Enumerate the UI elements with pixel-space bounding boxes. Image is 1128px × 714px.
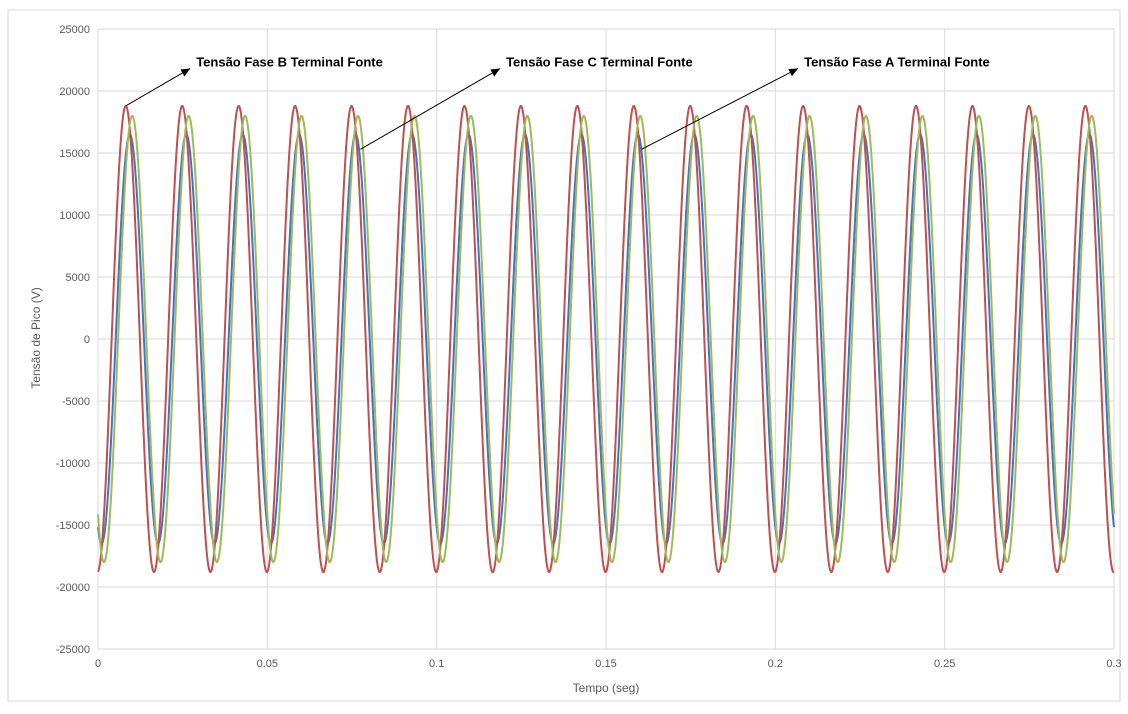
- series-group: [97, 104, 1115, 574]
- annotation-arrowhead: [490, 68, 501, 77]
- y-tick-label: -20000: [56, 582, 90, 594]
- y-tick-label: 5000: [66, 272, 90, 284]
- y-tick-label: -15000: [56, 520, 90, 532]
- x-tick-label: 0.05: [257, 658, 278, 670]
- annotation-label: Tensão Fase A Terminal Fonte: [804, 54, 990, 69]
- x-axis-title: Tempo (seg): [573, 681, 640, 695]
- y-tick-label: 15000: [59, 148, 90, 160]
- annotation-label: Tensão Fase C Terminal Fonte: [506, 54, 693, 69]
- annotation-arrowhead: [788, 68, 799, 77]
- y-tick-label: 25000: [59, 24, 90, 36]
- annotation-arrow-line: [360, 68, 501, 150]
- annotations: Tensão Fase B Terminal Fonte Tensão Fase …: [125, 54, 990, 150]
- y-tick-label: -25000: [56, 644, 90, 656]
- x-tick-label: 0: [95, 658, 101, 670]
- x-tick-label: 0.15: [595, 658, 616, 670]
- series-line-fase_b: [97, 104, 1115, 574]
- y-tick-label: 0: [84, 334, 90, 346]
- tick-labels: 25000 20000 15000 10000 5000 0 -5000 -10000 -150…: [56, 24, 1122, 670]
- series-line-fase_c: [97, 114, 1115, 564]
- x-tick-label: 0.25: [934, 658, 955, 670]
- y-axis-title: Tensão de Pico (V): [29, 287, 43, 388]
- y-tick-label: -5000: [62, 396, 90, 408]
- y-tick-label: 20000: [59, 86, 90, 98]
- y-tick-label: -10000: [56, 458, 90, 470]
- annotation-arrowhead: [180, 68, 191, 77]
- annotation-label: Tensão Fase B Terminal Fonte: [196, 54, 383, 69]
- x-tick-label: 0.1: [429, 658, 444, 670]
- x-tick-label: 0.3: [1106, 658, 1121, 670]
- annotation-arrow-line: [125, 68, 191, 107]
- y-tick-label: 10000: [59, 210, 90, 222]
- x-tick-label: 0.2: [768, 658, 783, 670]
- annotation-arrow-line: [641, 68, 799, 150]
